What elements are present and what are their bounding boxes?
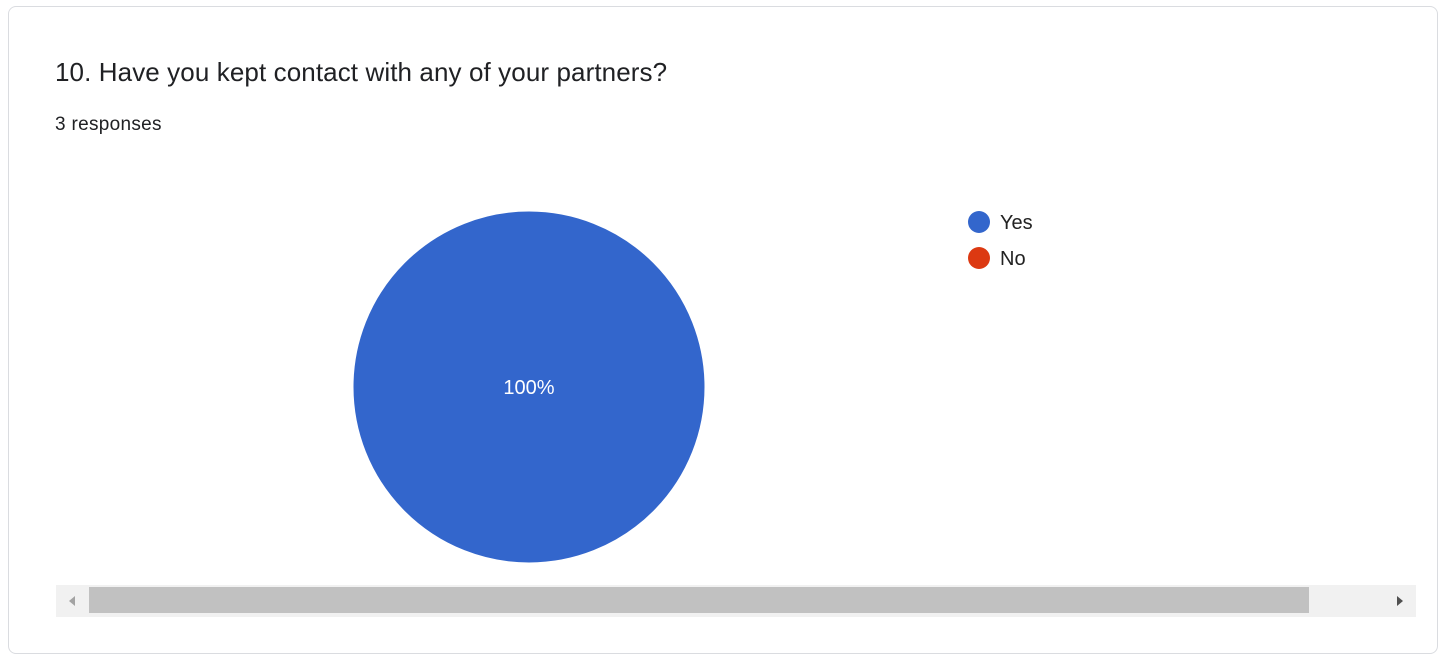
scroll-left-button[interactable] xyxy=(56,585,88,617)
chart-legend: Yes No xyxy=(968,211,1033,270)
legend-label-yes: Yes xyxy=(1000,212,1033,234)
horizontal-scrollbar[interactable] xyxy=(56,585,1416,617)
slice-label-yes: 100% xyxy=(503,377,554,399)
triangle-left-icon xyxy=(69,596,75,606)
legend-swatch-no xyxy=(968,247,990,269)
scroll-right-button[interactable] xyxy=(1384,585,1416,617)
pie-slice-yes[interactable] xyxy=(352,210,706,564)
legend-label-no: No xyxy=(1000,248,1026,270)
pie-slices xyxy=(352,210,706,564)
legend-item-no[interactable]: No xyxy=(968,247,1026,270)
triangle-right-icon xyxy=(1397,596,1403,606)
question-title: 10. Have you kept contact with any of yo… xyxy=(55,57,668,87)
legend-item-yes[interactable]: Yes xyxy=(968,211,1033,234)
response-count: 3 responses xyxy=(55,114,162,135)
pie-slice-labels: 100% xyxy=(503,377,554,399)
question-card: 10. Have you kept contact with any of yo… xyxy=(8,6,1438,654)
pie-chart: 100% Yes No xyxy=(352,210,1033,564)
legend-swatch-yes xyxy=(968,211,990,233)
scrollbar-thumb[interactable] xyxy=(89,587,1309,613)
